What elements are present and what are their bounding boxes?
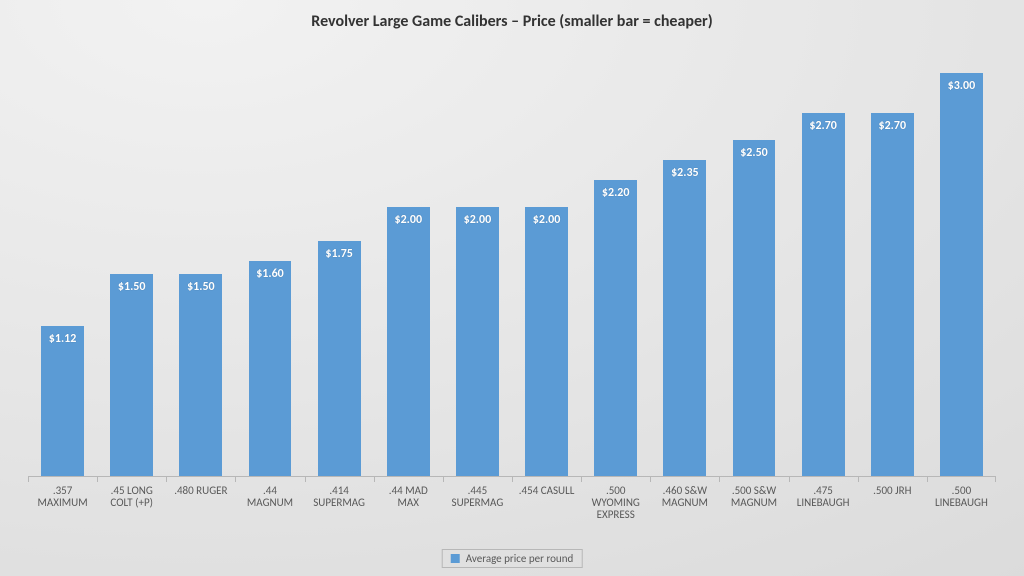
x-axis-tick [305, 477, 306, 482]
bar-value-label: $3.00 [940, 79, 983, 93]
bar-value-label: $2.50 [733, 146, 776, 160]
bar: $2.70 [802, 113, 845, 476]
legend-swatch [451, 554, 460, 563]
chart-title: Revolver Large Game Calibers – Price (sm… [0, 12, 1024, 31]
bar: $1.50 [110, 274, 153, 476]
chart-root: Revolver Large Game Calibers – Price (sm… [0, 0, 1024, 576]
bars-layer: $1.12 $1.50 $1.50 $1.60 $1.75 $2.00 $2.00 $2.00… [28, 46, 996, 476]
x-axis-tick [166, 477, 167, 482]
bar: $2.00 [525, 207, 568, 476]
bar: $1.75 [318, 241, 361, 476]
x-axis-category-label: .500 JRH [858, 485, 927, 497]
bar-value-label: $2.35 [663, 166, 706, 180]
bar: $3.00 [940, 73, 983, 476]
x-axis-tick [443, 477, 444, 482]
bar: $1.50 [179, 274, 222, 476]
bar-value-label: $2.00 [456, 213, 499, 227]
x-axis-category-label: .454 CASULL [512, 485, 581, 497]
x-axis-tick [235, 477, 236, 482]
bar-value-label: $1.50 [179, 280, 222, 294]
legend: Average price per round [442, 549, 583, 568]
x-axis-category-label: .44 MAD MAX [374, 485, 443, 509]
bar-value-label: $2.20 [594, 186, 637, 200]
bar: $1.60 [249, 261, 292, 476]
bar: $2.00 [387, 207, 430, 476]
bar: $2.50 [733, 140, 776, 476]
x-axis-tick [719, 477, 720, 482]
plot-area: $1.12 $1.50 $1.50 $1.60 $1.75 $2.00 $2.00 $2.00… [28, 46, 996, 476]
x-axis-tick [858, 477, 859, 482]
bar: $2.00 [456, 207, 499, 476]
x-axis-category-label: .357 MAXIMUM [28, 485, 97, 509]
x-axis-tick [995, 477, 996, 482]
bar-value-label: $1.75 [318, 247, 361, 261]
bar-value-label: $2.70 [802, 119, 845, 133]
x-axis-category-label: .475 LINEBAUGH [789, 485, 858, 509]
x-axis-tick [28, 477, 29, 482]
bar-value-label: $2.00 [525, 213, 568, 227]
bar: $2.20 [594, 180, 637, 476]
bar-value-label: $1.12 [41, 332, 84, 346]
x-axis-category-label: .445 SUPERMAG [443, 485, 512, 509]
x-axis-category-label: .460 S&W MAGNUM [650, 485, 719, 509]
x-axis-tick [97, 477, 98, 482]
x-axis-tick [512, 477, 513, 482]
bar-value-label: $2.70 [871, 119, 914, 133]
legend-label: Average price per round [466, 552, 574, 565]
bar-value-label: $1.60 [249, 267, 292, 281]
x-axis-tick [581, 477, 582, 482]
x-axis-category-label: .414 SUPERMAG [305, 485, 374, 509]
x-axis-category-label: .500 LINEBAUGH [927, 485, 996, 509]
x-axis-category-label: .44 MAGNUM [235, 485, 304, 509]
x-axis-tick [789, 477, 790, 482]
x-axis-category-label: .500 S&W MAGNUM [719, 485, 788, 509]
bar-value-label: $2.00 [387, 213, 430, 227]
x-axis-category-label: .480 RUGER [166, 485, 235, 497]
x-axis-tick [927, 477, 928, 482]
x-axis-tick [374, 477, 375, 482]
x-axis-tick [650, 477, 651, 482]
bar: $1.12 [41, 326, 84, 477]
bar: $2.35 [663, 160, 706, 476]
bar-value-label: $1.50 [110, 280, 153, 294]
x-axis-category-label: .45 LONG COLT (+P) [97, 485, 166, 509]
x-axis-category-label: .500 WYOMING EXPRESS [581, 485, 650, 521]
bar: $2.70 [871, 113, 914, 476]
